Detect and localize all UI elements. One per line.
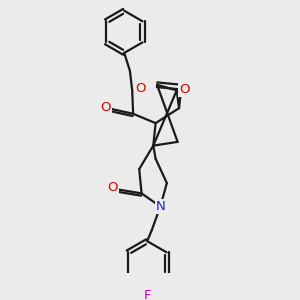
Text: F: F <box>143 289 151 300</box>
Text: O: O <box>135 82 146 94</box>
Text: O: O <box>100 101 111 114</box>
Text: N: N <box>156 200 166 213</box>
Text: O: O <box>107 181 118 194</box>
Text: O: O <box>179 83 189 96</box>
